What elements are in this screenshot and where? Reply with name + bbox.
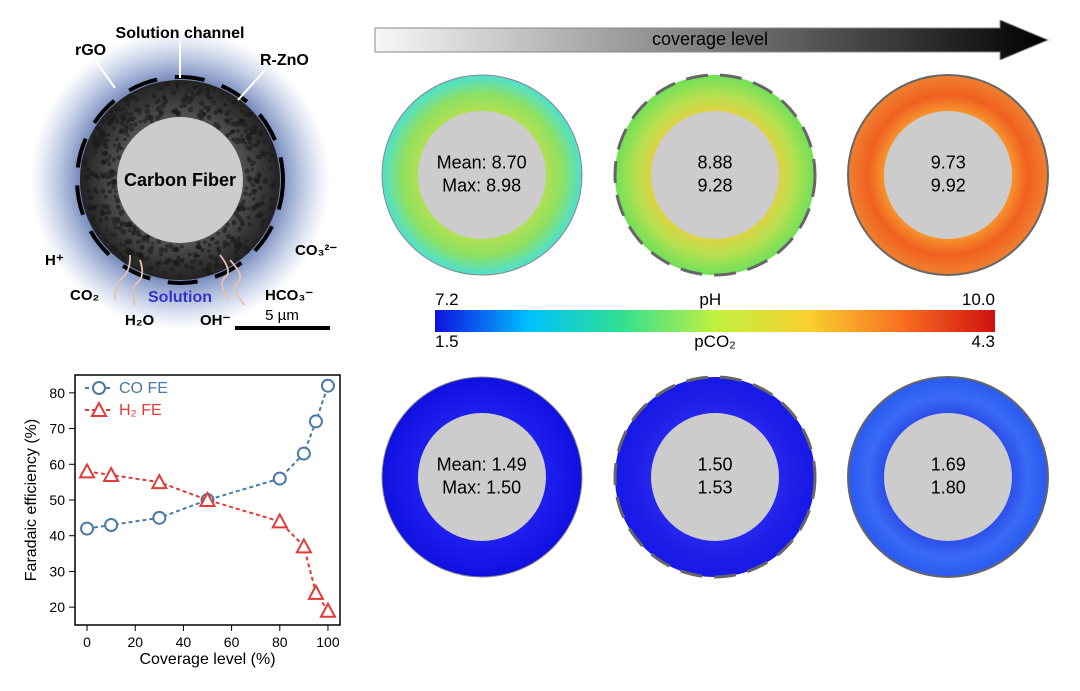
svg-text:Solution channel: Solution channel <box>116 25 245 42</box>
pco2-min-label: 1.5 <box>435 332 459 352</box>
svg-text:80: 80 <box>272 634 288 650</box>
coverage-arrow: coverage level <box>370 20 1060 60</box>
svg-text:50: 50 <box>49 492 65 508</box>
svg-text:100: 100 <box>316 634 340 650</box>
svg-text:80: 80 <box>49 385 65 401</box>
svg-text:Carbon Fiber: Carbon Fiber <box>124 170 236 190</box>
svg-text:Faradaic efficiency (%): Faradaic efficiency (%) <box>23 419 40 581</box>
svg-text:Solution: Solution <box>148 289 212 306</box>
svg-text:rGO: rGO <box>75 42 106 59</box>
ph-ring-2: 9.739.92 <box>843 70 1053 280</box>
svg-text:H₂ FE: H₂ FE <box>119 402 162 419</box>
svg-text:CO₃²⁻: CO₃²⁻ <box>295 242 337 259</box>
svg-text:HCO₃⁻: HCO₃⁻ <box>265 287 313 304</box>
svg-text:CO FE: CO FE <box>119 380 168 397</box>
svg-text:40: 40 <box>176 634 192 650</box>
pco2-ring-2: 1.691.80 <box>843 372 1053 582</box>
svg-text:H₂O: H₂O <box>125 312 154 329</box>
svg-text:20: 20 <box>49 599 65 615</box>
svg-text:20: 20 <box>127 634 143 650</box>
pco2-label: pCO₂ <box>694 332 736 352</box>
svg-text:60: 60 <box>224 634 240 650</box>
svg-text:R-ZnO: R-ZnO <box>260 52 309 69</box>
svg-text:60: 60 <box>49 456 65 472</box>
pco2-max-label: 4.3 <box>971 332 995 352</box>
svg-text:70: 70 <box>49 421 65 437</box>
svg-text:0: 0 <box>83 634 91 650</box>
pco2-ring-row: Mean: 1.49Max: 1.501.501.531.691.80 <box>370 372 1060 582</box>
svg-text:OH⁻: OH⁻ <box>200 312 231 329</box>
svg-text:5 µm: 5 µm <box>265 307 299 324</box>
ph-label: pH <box>699 290 721 310</box>
faradaic-chart: 02040608010020304050607080Coverage level… <box>20 360 350 670</box>
colorbar: 7.2 pH 10.0 1.5 pCO₂ 4.3 <box>435 290 995 352</box>
ph-ring-1: 8.889.28 <box>610 70 820 280</box>
svg-text:40: 40 <box>49 528 65 544</box>
svg-text:coverage level: coverage level <box>652 29 768 49</box>
svg-text:H⁺: H⁺ <box>45 252 64 269</box>
svg-text:Coverage level (%): Coverage level (%) <box>139 651 275 668</box>
pco2-ring-0: Mean: 1.49Max: 1.50 <box>377 372 587 582</box>
svg-text:CO₂: CO₂ <box>70 287 99 304</box>
svg-text:30: 30 <box>49 563 65 579</box>
ph-min-label: 7.2 <box>435 290 459 310</box>
ph-ring-0: Mean: 8.70Max: 8.98 <box>377 70 587 280</box>
ph-ring-row: Mean: 8.70Max: 8.988.889.289.739.92 <box>370 70 1060 280</box>
fiber-schematic: Solution channel rGO R-ZnO Carbon Fiber H⁺ CO… <box>20 20 340 340</box>
pco2-ring-1: 1.501.53 <box>610 372 820 582</box>
ph-max-label: 10.0 <box>962 290 995 310</box>
